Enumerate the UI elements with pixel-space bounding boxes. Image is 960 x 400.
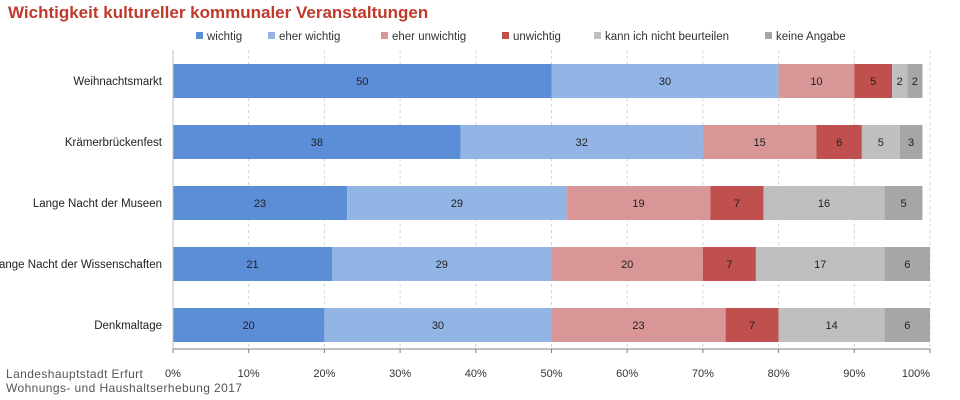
- bar-segment-4-4: [778, 308, 885, 342]
- bar-segment-4-1: [324, 308, 552, 342]
- bar-segment-1-5: [899, 125, 923, 159]
- x-tick-label-5: 50%: [540, 368, 562, 380]
- bar-segment-2-1: [347, 186, 567, 220]
- x-tick-label-0: 0%: [165, 368, 181, 380]
- data-label-2-4: 16: [818, 198, 830, 210]
- data-label-0-3: 5: [870, 76, 876, 88]
- bar-segment-3-4: [755, 247, 885, 281]
- bar-segment-2-5: [884, 186, 923, 220]
- bar-segment-0-2: [778, 64, 855, 98]
- data-label-1-0: 38: [311, 137, 323, 149]
- data-label-2-2: 19: [632, 198, 644, 210]
- data-label-2-5: 5: [900, 198, 906, 210]
- bar-segment-3-2: [551, 247, 703, 281]
- bar-segment-0-5: [907, 64, 923, 98]
- x-tick-label-7: 70%: [692, 368, 714, 380]
- bar-segment-0-1: [551, 64, 779, 98]
- bar-segment-3-0: [173, 247, 332, 281]
- category-label-3: Lange Nacht der Wissenschaften: [0, 259, 162, 271]
- bar-segment-1-0: [173, 125, 461, 159]
- legend-swatch-5: [765, 32, 772, 39]
- legend-label-5: keine Angabe: [776, 31, 846, 43]
- data-label-4-0: 20: [243, 320, 255, 332]
- bar-segment-3-3: [702, 247, 756, 281]
- legend-swatch-1: [268, 32, 275, 39]
- bar-segment-0-0: [173, 64, 552, 98]
- bar-segment-0-4: [892, 64, 908, 98]
- data-label-4-3: 7: [749, 320, 755, 332]
- data-label-0-2: 10: [810, 76, 822, 88]
- legend-swatch-2: [381, 32, 388, 39]
- category-label-2: Lange Nacht der Museen: [33, 198, 162, 210]
- data-label-1-1: 32: [576, 137, 588, 149]
- bar-segment-2-3: [710, 186, 764, 220]
- x-tick-label-9: 90%: [843, 368, 865, 380]
- data-label-0-0: 50: [356, 76, 368, 88]
- x-tick-label-10: 100%: [902, 368, 930, 380]
- legend-label-0: wichtig: [206, 31, 242, 43]
- data-label-3-2: 20: [621, 259, 633, 271]
- source-line-1: Landeshauptstadt Erfurt: [6, 367, 144, 381]
- data-label-2-3: 7: [734, 198, 740, 210]
- data-label-3-3: 7: [726, 259, 732, 271]
- x-tick-label-6: 60%: [616, 368, 638, 380]
- data-label-0-5: 2: [912, 76, 918, 88]
- data-label-4-1: 30: [432, 320, 444, 332]
- bar-segment-4-5: [884, 308, 930, 342]
- data-label-1-3: 6: [836, 137, 842, 149]
- x-tick-label-8: 80%: [768, 368, 790, 380]
- data-label-1-2: 15: [754, 137, 766, 149]
- category-label-4: Denkmaltage: [94, 320, 162, 332]
- legend-label-4: kann ich nicht beurteilen: [605, 31, 729, 43]
- bar-segment-2-2: [566, 186, 711, 220]
- data-label-0-4: 2: [897, 76, 903, 88]
- data-label-3-4: 17: [814, 259, 826, 271]
- legend-swatch-3: [502, 32, 509, 39]
- bar-segment-4-0: [173, 308, 325, 342]
- x-tick-label-2: 20%: [313, 368, 335, 380]
- data-label-3-1: 29: [436, 259, 448, 271]
- category-label-1: Krämerbrückenfest: [65, 137, 163, 149]
- bar-segment-3-1: [331, 247, 552, 281]
- legend-swatch-0: [196, 32, 203, 39]
- source-note: Landeshauptstadt Erfurt Wohnungs- und Ha…: [6, 367, 242, 395]
- data-label-4-4: 14: [825, 320, 837, 332]
- category-label-0: Weihnachtsmarkt: [73, 76, 162, 88]
- source-line-2: Wohnungs- und Haushaltserhebung 2017: [6, 381, 243, 395]
- bar-segment-1-1: [460, 125, 703, 159]
- data-label-1-5: 3: [908, 137, 914, 149]
- data-label-0-1: 30: [659, 76, 671, 88]
- x-tick-label-1: 10%: [238, 368, 260, 380]
- legend-swatch-4: [594, 32, 601, 39]
- data-label-3-5: 6: [904, 259, 910, 271]
- bar-segment-1-2: [702, 125, 817, 159]
- chart-title: Wichtigkeit kultureller kommunaler Veran…: [8, 3, 429, 22]
- legend-label-1: eher wichtig: [279, 31, 340, 43]
- bar-segment-2-4: [763, 186, 885, 220]
- bar-segment-2-0: [173, 186, 348, 220]
- data-label-2-1: 29: [451, 198, 463, 210]
- bar-segment-4-3: [725, 308, 779, 342]
- data-label-4-2: 23: [632, 320, 644, 332]
- bar-segment-0-3: [854, 64, 893, 98]
- x-tick-label-3: 30%: [389, 368, 411, 380]
- data-label-1-4: 5: [878, 137, 884, 149]
- bar-segment-1-3: [816, 125, 862, 159]
- data-label-4-5: 6: [904, 320, 910, 332]
- legend-label-2: eher unwichtig: [392, 31, 466, 43]
- bar-segment-1-4: [861, 125, 900, 159]
- data-label-2-0: 23: [254, 198, 266, 210]
- legend-label-3: unwichtig: [513, 31, 561, 43]
- data-label-3-0: 21: [246, 259, 258, 271]
- bar-segment-4-2: [551, 308, 726, 342]
- x-tick-label-4: 40%: [465, 368, 487, 380]
- bar-segment-3-5: [884, 247, 930, 281]
